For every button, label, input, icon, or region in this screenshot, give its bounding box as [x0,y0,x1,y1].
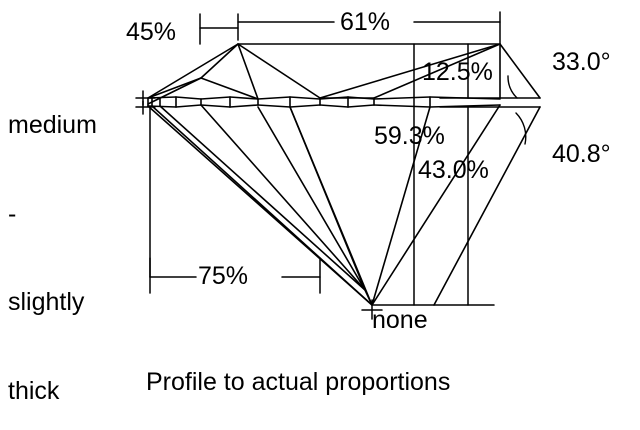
girdle-band [147,96,501,108]
girdle-desc-line-1: medium [8,111,97,139]
crown-facets [147,43,501,105]
pavilion-depth-label: 43.0% [418,156,489,184]
girdle-desc-line-2: - [8,199,17,228]
girdle-desc-line-4: thick [8,376,60,405]
dimension-line-lower-half [149,257,321,294]
pavilion-angle-label: 40.8° [552,140,611,168]
dimension-lines-right [371,43,541,306]
lower-half-label: 75% [198,262,249,290]
pavilion-facets [147,104,501,306]
crown-angle-marker [499,43,541,99]
crown-angle-label: 33.0° [552,48,611,76]
total-depth-label: 59.3% [374,122,445,150]
crown-height-label: 12.5% [422,58,493,86]
culet-label: none [372,306,428,334]
culet-tick [361,299,383,320]
table-percent-label: 61% [340,8,391,36]
girdle-reference-ticks [135,90,156,115]
girdle-description: medium - slightly thick (faceted) 3.5% [8,52,143,430]
dimension-lines-top [199,11,501,45]
girdle-desc-line-3: slightly [8,288,85,316]
star-length-label: 45% [126,18,177,46]
pavilion-angle-marker [433,106,541,306]
caption: Profile to actual proportions [146,368,451,396]
